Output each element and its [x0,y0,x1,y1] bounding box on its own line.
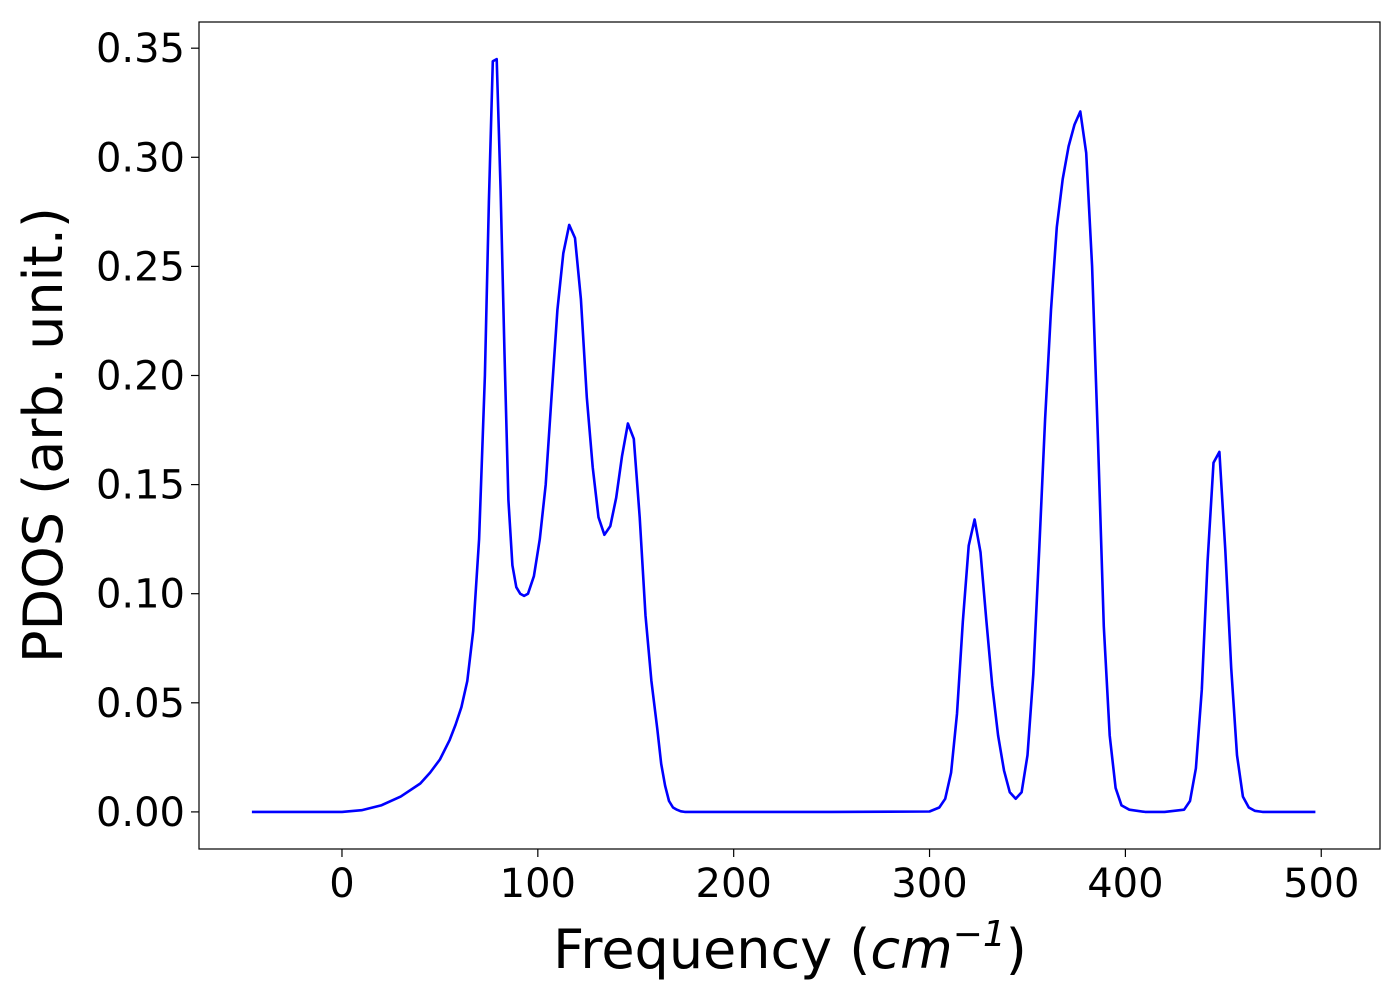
x-tick-label: 0 [329,861,354,907]
y-tick-label: 0.20 [96,353,185,399]
y-axis-ticks: 0.00 0.05 0.10 0.15 0.20 0.25 0.30 0.35 [96,26,199,836]
x-tick-label: 300 [891,861,967,907]
x-axis-title: Frequency (cm−1) [553,914,1027,981]
x-axis-ticks: 0 100 200 300 400 500 [329,849,1359,907]
y-tick-label: 0.15 [96,463,185,509]
y-tick-label: 0.00 [96,790,185,836]
y-tick-label: 0.25 [96,244,185,290]
y-tick-label: 0.10 [96,572,185,618]
x-tick-label: 100 [500,861,576,907]
x-axis-label-text: Frequency [553,918,832,981]
plot-frame [198,21,1381,850]
x-tick-label: 400 [1087,861,1163,907]
y-tick-label: 0.30 [96,135,185,181]
y-tick-label: 0.05 [96,681,185,727]
x-axis-unit-exponent: −1 [953,914,1006,955]
x-tick-label: 200 [696,861,772,907]
y-tick-label: 0.35 [96,26,185,72]
y-axis-title: PDOS (arb. unit.) [12,207,75,663]
pdos-series-line [251,57,1316,814]
x-tick-label: 500 [1283,861,1359,907]
x-axis-unit-symbol: cm [870,918,952,981]
